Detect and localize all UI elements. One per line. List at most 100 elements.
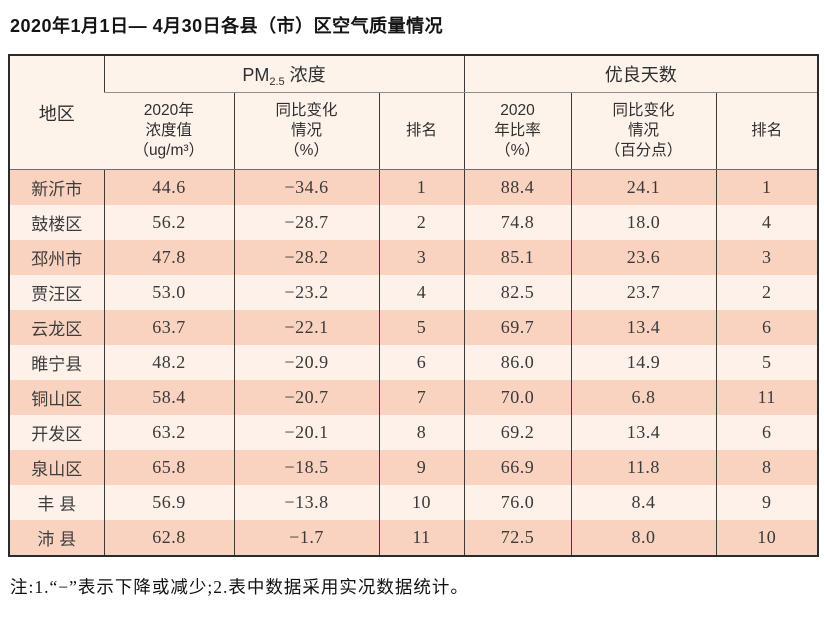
concentration-cell: 63.7: [103, 310, 234, 345]
ratio-cell: 72.5: [463, 520, 571, 556]
good-days-group-header: 优良天数: [463, 55, 819, 93]
column-header-gd-rank: 排名: [715, 92, 819, 170]
ratio-cell: 88.4: [463, 169, 571, 205]
pm25-label-prefix: PM: [242, 64, 270, 85]
pm-change-cell: −22.1: [233, 310, 379, 345]
header-group-row: 地区 PM2.5 浓度 优良天数: [9, 55, 819, 170]
pm25-group-header: PM2.5 浓度: [103, 55, 464, 93]
ratio-cell: 69.2: [463, 415, 571, 450]
gd-change-cell: 23.7: [570, 275, 716, 310]
pm-rank-cell: 9: [378, 450, 464, 485]
pm-rank-cell: 10: [378, 485, 464, 520]
gd-change-cell: 18.0: [570, 205, 716, 240]
region-cell: 云龙区: [9, 310, 104, 345]
table-body: 新沂市 44.6 −34.6 1 88.4 24.1 1 鼓楼区 56.2 −2…: [9, 169, 819, 556]
region-cell: 开发区: [9, 415, 104, 450]
pm-rank-cell: 8: [378, 415, 464, 450]
pm-change-cell: −13.8: [233, 485, 379, 520]
region-cell: 沛 县: [9, 520, 104, 556]
region-cell: 睢宁县: [9, 345, 104, 380]
air-quality-table: 地区 PM2.5 浓度 优良天数 2020年 浓度值 （ug/m³） 同比变化 …: [8, 54, 820, 557]
gd-change-cell: 11.8: [570, 450, 716, 485]
ratio-cell: 86.0: [463, 345, 571, 380]
pm-change-cell: −20.1: [233, 415, 379, 450]
concentration-cell: 65.8: [103, 450, 234, 485]
region-cell: 贾汪区: [9, 275, 104, 310]
region-cell: 邳州市: [9, 240, 104, 275]
table-header: 地区 PM2.5 浓度 优良天数 2020年 浓度值 （ug/m³） 同比变化 …: [9, 55, 819, 170]
region-cell: 铜山区: [9, 380, 104, 415]
pm-change-cell: −28.7: [233, 205, 379, 240]
ratio-cell: 74.8: [463, 205, 571, 240]
ratio-cell: 66.9: [463, 450, 571, 485]
footnote: 注:1.“−”表示下降或减少;2.表中数据采用实况数据统计。: [10, 577, 469, 597]
pm-rank-cell: 1: [378, 169, 464, 205]
page-title: 2020年1月1日— 4月30日各县（市）区空气质量情况: [10, 16, 444, 36]
pm-change-cell: −1.7: [233, 520, 379, 556]
gd-rank-cell: 8: [715, 450, 819, 485]
gd-rank-cell: 5: [715, 345, 819, 380]
column-header-gd-change: 同比变化 情况 （百分点）: [570, 92, 716, 170]
ratio-cell: 76.0: [463, 485, 571, 520]
gd-change-cell: 13.4: [570, 415, 716, 450]
concentration-cell: 48.2: [103, 345, 234, 380]
pm-rank-cell: 2: [378, 205, 464, 240]
table-row: 睢宁县 48.2 −20.9 6 86.0 14.9 5: [9, 345, 819, 380]
page: 2020年1月1日— 4月30日各县（市）区空气质量情况 地区 PM2.5 浓度…: [8, 16, 820, 597]
pm-change-cell: −23.2: [233, 275, 379, 310]
pm-rank-cell: 6: [378, 345, 464, 380]
gd-change-cell: 23.6: [570, 240, 716, 275]
column-header-concentration: 2020年 浓度值 （ug/m³）: [104, 92, 234, 170]
gd-change-cell: 24.1: [570, 169, 716, 205]
region-cell: 新沂市: [9, 169, 104, 205]
table-row: 邳州市 47.8 −28.2 3 85.1 23.6 3: [9, 240, 819, 275]
gd-change-cell: 14.9: [570, 345, 716, 380]
gd-rank-cell: 11: [715, 380, 819, 415]
pm-rank-cell: 11: [378, 520, 464, 556]
concentration-cell: 62.8: [103, 520, 234, 556]
pm-rank-cell: 3: [378, 240, 464, 275]
table-row: 云龙区 63.7 −22.1 5 69.7 13.4 6: [9, 310, 819, 345]
pm-change-cell: −28.2: [233, 240, 379, 275]
pm-change-cell: −18.5: [233, 450, 379, 485]
gd-change-cell: 13.4: [570, 310, 716, 345]
gd-rank-cell: 6: [715, 415, 819, 450]
concentration-cell: 44.6: [103, 169, 234, 205]
region-cell: 泉山区: [9, 450, 104, 485]
table-row: 泉山区 65.8 −18.5 9 66.9 11.8 8: [9, 450, 819, 485]
gd-rank-cell: 4: [715, 205, 819, 240]
concentration-cell: 53.0: [103, 275, 234, 310]
gd-change-cell: 8.0: [570, 520, 716, 556]
pm-change-cell: −20.9: [233, 345, 379, 380]
concentration-cell: 56.9: [103, 485, 234, 520]
gd-rank-cell: 6: [715, 310, 819, 345]
gd-change-cell: 8.4: [570, 485, 716, 520]
concentration-cell: 58.4: [103, 380, 234, 415]
column-header-region: 地区: [9, 55, 104, 170]
pm-rank-cell: 4: [378, 275, 464, 310]
table-row: 丰 县 56.9 −13.8 10 76.0 8.4 9: [9, 485, 819, 520]
ratio-cell: 69.7: [463, 310, 571, 345]
ratio-cell: 70.0: [463, 380, 571, 415]
table-row: 铜山区 58.4 −20.7 7 70.0 6.8 11: [9, 380, 819, 415]
gd-rank-cell: 9: [715, 485, 819, 520]
column-header-ratio: 2020 年比率 （%）: [463, 92, 571, 170]
table-row: 沛 县 62.8 −1.7 11 72.5 8.0 10: [9, 520, 819, 556]
region-cell: 丰 县: [9, 485, 104, 520]
pm25-label-suffix: 浓度: [284, 64, 326, 85]
gd-rank-cell: 3: [715, 240, 819, 275]
pm-change-cell: −34.6: [233, 169, 379, 205]
pm-rank-cell: 5: [378, 310, 464, 345]
table-row: 鼓楼区 56.2 −28.7 2 74.8 18.0 4: [9, 205, 819, 240]
ratio-cell: 85.1: [463, 240, 571, 275]
pm-change-cell: −20.7: [233, 380, 379, 415]
table-row: 新沂市 44.6 −34.6 1 88.4 24.1 1: [9, 169, 819, 205]
region-cell: 鼓楼区: [9, 205, 104, 240]
gd-rank-cell: 2: [715, 275, 819, 310]
table-row: 开发区 63.2 −20.1 8 69.2 13.4 6: [9, 415, 819, 450]
column-header-pm-change: 同比变化 情况 （%）: [233, 92, 379, 170]
pm-rank-cell: 7: [378, 380, 464, 415]
gd-change-cell: 6.8: [570, 380, 716, 415]
ratio-cell: 82.5: [463, 275, 571, 310]
concentration-cell: 56.2: [103, 205, 234, 240]
